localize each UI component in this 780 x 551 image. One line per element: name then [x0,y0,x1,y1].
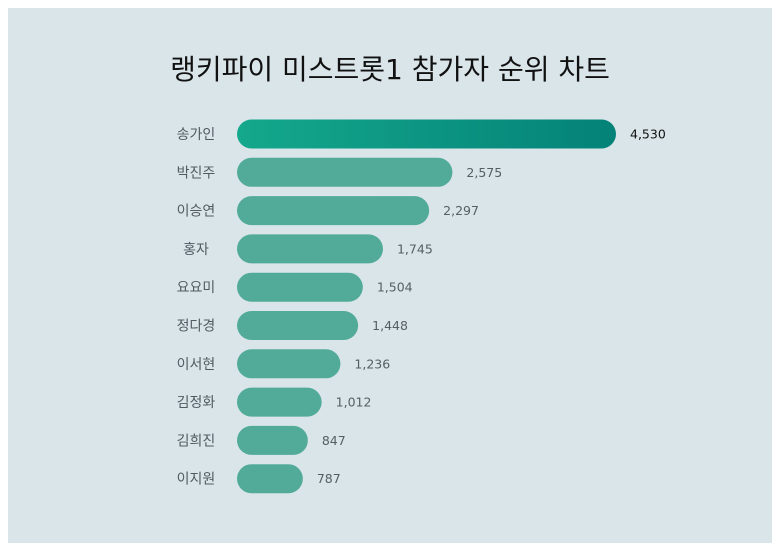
bar [237,234,383,264]
bar [237,349,341,379]
value-label: 1,745 [397,241,433,256]
bar [237,464,303,494]
value-label: 4,530 [630,127,666,142]
chart-background [8,8,772,543]
category-label: 김정화 [177,395,216,411]
value-label: 1,012 [336,395,372,410]
category-label: 김희진 [177,433,216,449]
bar [237,272,363,302]
bar [237,196,430,226]
value-label: 787 [317,471,341,486]
value-label: 2,297 [443,203,479,218]
value-label: 2,575 [466,165,502,180]
value-label: 847 [322,433,346,448]
category-label: 송가인 [177,127,216,143]
bar [237,157,453,187]
category-label: 이서현 [177,357,216,373]
category-label: 정다경 [177,319,216,335]
bar [237,311,359,340]
bar [237,387,322,417]
value-label: 1,236 [354,356,390,371]
category-label: 이지원 [177,472,216,488]
category-label: 이승연 [177,204,216,220]
category-label: 박진주 [177,165,216,181]
value-label: 1,448 [372,318,408,333]
category-label: 홍자 [183,242,209,258]
category-label: 요요미 [177,280,216,296]
chart-title: 랭키파이 미스트롯1 참가자 순위 차트 [170,53,610,86]
value-label: 1,504 [377,280,413,295]
bar [237,425,308,455]
bar [237,119,616,149]
